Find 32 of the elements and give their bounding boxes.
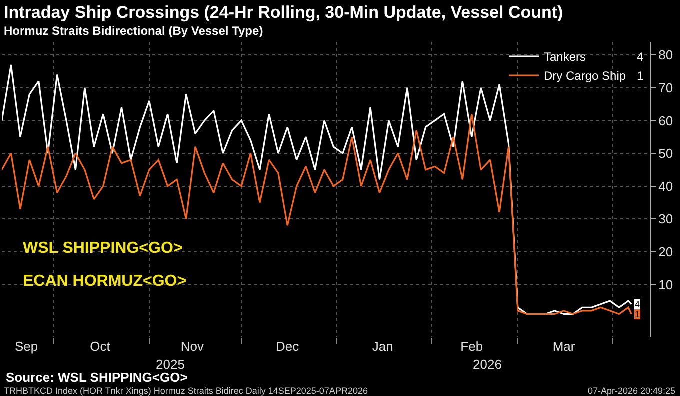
annotation: ECAN HORMUZ<GO> (23, 273, 187, 290)
y-tick-label: 40 (658, 178, 674, 194)
legend-label: Dry Cargo Ship (544, 69, 626, 84)
x-tick-label: Oct (90, 339, 111, 354)
x2-tick-label: 2026 (473, 357, 502, 372)
y-tick-label: 70 (658, 80, 674, 96)
chart-subtitle: Hormuz Straits Bidirectional (By Vessel Type) (4, 24, 264, 38)
data-label: 1 (635, 310, 640, 320)
line-series (2, 64, 632, 315)
line-series (2, 113, 632, 315)
y-tick-label: 50 (658, 146, 674, 162)
y-tick-label: 20 (658, 244, 674, 260)
x-tick-label: Sep (15, 339, 38, 354)
legend-label: Tankers (544, 50, 586, 64)
x-tick-label: Dec (276, 339, 300, 354)
y-tick-label: 10 (658, 277, 674, 292)
text: 07-Apr-2026 20:49:25 (588, 386, 676, 396)
text: TRHBTKCD Index (HOR Tnkr Xings) Hormuz Straits Bidirec Daily 14SEP2025-07APR2026 (4, 386, 368, 396)
text: 1 (637, 69, 644, 83)
annotation: WSL SHIPPING<GO> (23, 240, 183, 257)
y-tick-label: 80 (658, 48, 674, 63)
x-tick-label: Feb (460, 339, 484, 354)
x-tick-label: Mar (552, 339, 576, 354)
source-note: Source: WSL SHIPPING<GO> (6, 370, 188, 385)
y-tick-label: 30 (658, 212, 674, 227)
text: 4 (637, 50, 644, 64)
x-tick-label: Jan (372, 339, 394, 354)
x2-tick-label: 2025 (156, 357, 185, 372)
x-tick-label: Nov (180, 339, 204, 354)
data-label: 4 (635, 300, 640, 310)
y-tick-label: 60 (658, 113, 674, 128)
chart-title: Intraday Ship Crossings (24-Hr Rolling, 30-Min Update, Vessel Count) (4, 3, 564, 22)
